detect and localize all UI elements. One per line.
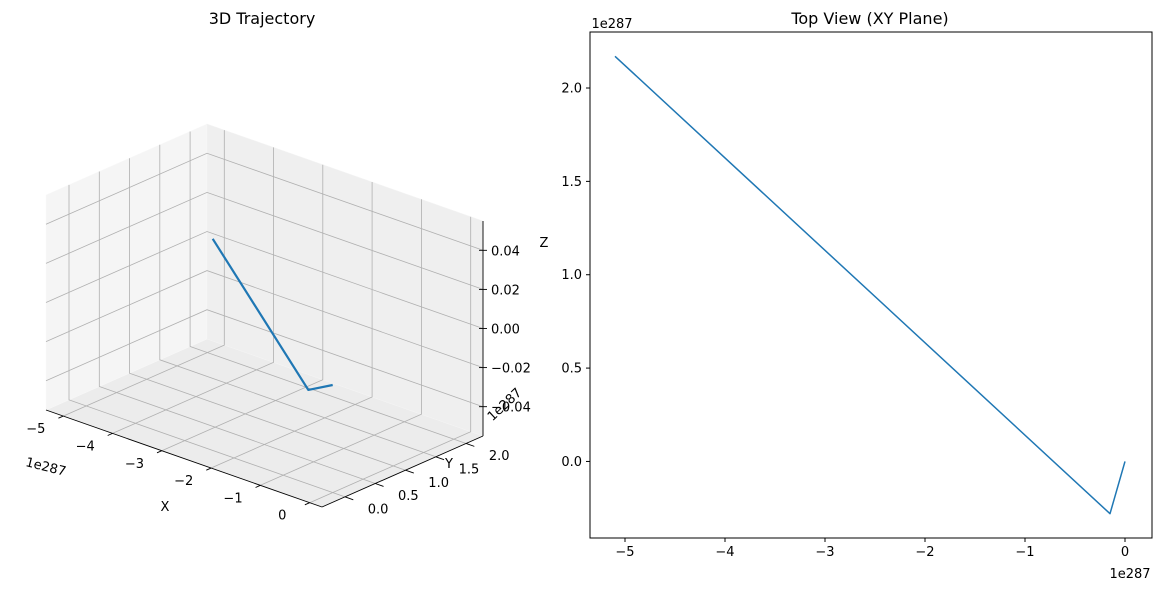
3d-x-tick-mark — [58, 415, 64, 419]
top-view-series-line — [614, 55, 1126, 515]
y-tick-label: 1.0 — [561, 268, 582, 283]
x-tick-label: −1 — [1015, 545, 1034, 560]
3d-y-axis-line — [321, 435, 484, 508]
3d-z-gridline — [45, 152, 484, 251]
3d-axes: −5 −4 −3 −2 −1 0 0.0 0.5 1.0 1.5 2.0 0.04 0.02 0.00 −0… — [26, 221, 531, 524]
y-tick-label: 0.0 — [561, 455, 582, 470]
3d-x-tick-mark — [304, 502, 310, 506]
3d-z-tick-label: 0.02 — [491, 283, 520, 298]
3d-y-tick-mark — [375, 483, 384, 487]
3d-y-tick-label: 0.5 — [398, 489, 419, 504]
3d-y-gridline — [68, 184, 346, 498]
3d-y-tick-label: 1.5 — [459, 462, 480, 477]
3d-z-gridline — [45, 191, 484, 290]
3d-grid — [45, 130, 484, 504]
3d-z-tick-label: −0.02 — [491, 362, 531, 377]
3d-trajectory-line — [211, 238, 333, 391]
x-axis-label-3d: X — [161, 500, 170, 515]
3d-trajectory-point — [332, 384, 334, 386]
3d-z-gridline — [45, 270, 484, 368]
y-offset-label-top-view: 1e287 — [591, 17, 632, 32]
chart-title-top-view: Top View (XY Plane) — [790, 9, 948, 28]
y-tick-label: 0.5 — [561, 362, 582, 377]
3d-y-gridline — [189, 131, 467, 444]
3d-x-tick-mark — [255, 484, 261, 488]
3d-x-tick-mark — [206, 467, 212, 471]
3d-y-gridline — [129, 158, 406, 471]
3d-y-tick-mark — [344, 496, 354, 501]
y-axis-label-3d: Y — [444, 457, 453, 472]
3d-z-tick-label: 0.00 — [491, 323, 520, 338]
3d-y-tick-mark — [465, 443, 475, 447]
3d-z-gridline — [45, 231, 484, 329]
3d-z-tick-label: 0.04 — [491, 244, 520, 259]
3d-trajectory-series — [211, 238, 334, 391]
y-tick-label: 1.5 — [561, 175, 582, 190]
3d-x-tick-mark — [107, 432, 113, 436]
x-tick-label: −5 — [615, 545, 634, 560]
3d-x-tick-label: −2 — [174, 474, 193, 489]
chart-top-view: Top View (XY Plane) −5 −4 −3 −2 −1 0 0.0 0.5 1.0… — [561, 9, 1153, 582]
z-axis-label-3d: Z — [540, 236, 549, 251]
3d-y-tick-mark — [435, 456, 445, 461]
x-tick-label: −2 — [915, 545, 934, 560]
3d-x-tick-mark — [156, 450, 163, 454]
y-tick-label: 2.0 — [561, 82, 582, 97]
chart-3d-trajectory: −5 −4 −3 −2 −1 0 0.0 0.5 1.0 1.5 2.0 0.04 0.02 0.00 −0… — [24, 9, 549, 524]
3d-y-gridline — [159, 144, 436, 458]
3d-x-tick-label: −5 — [26, 422, 45, 437]
top-view-frame — [589, 31, 1153, 539]
x-tick-label: −4 — [715, 545, 734, 560]
3d-x-tick-label: 0 — [278, 509, 286, 524]
3d-z-gridline — [45, 309, 484, 408]
3d-trajectory-point — [212, 238, 214, 240]
top-view-plot-area: −5 −4 −3 −2 −1 0 0.0 0.5 1.0 1.5 2.0 — [561, 31, 1153, 560]
3d-y-tick-mark — [405, 469, 414, 474]
3d-x-tick-label: −4 — [76, 439, 95, 454]
top-view-data-point — [1124, 461, 1126, 463]
chart-title-3d: 3D Trajectory — [209, 9, 316, 28]
3d-y-tick-label: 1.0 — [428, 476, 449, 491]
3d-y-tick-label: 0.0 — [368, 502, 389, 517]
x-tick-label: 0 — [1121, 545, 1129, 560]
3d-x-tick-label: −1 — [223, 491, 242, 506]
3d-z-tick-label: −0.04 — [491, 401, 531, 416]
3d-x-axis-line — [45, 409, 323, 508]
3d-y-tick-label: 2.0 — [489, 449, 510, 464]
top-view-data-point — [1109, 513, 1111, 515]
3d-trajectory-point — [308, 389, 310, 391]
x-offset-label-top-view: 1e287 — [1109, 567, 1150, 582]
top-view-data-point — [614, 55, 616, 57]
x-tick-label: −3 — [815, 545, 834, 560]
3d-x-tick-label: −3 — [125, 457, 144, 472]
3d-y-gridline — [98, 171, 376, 484]
